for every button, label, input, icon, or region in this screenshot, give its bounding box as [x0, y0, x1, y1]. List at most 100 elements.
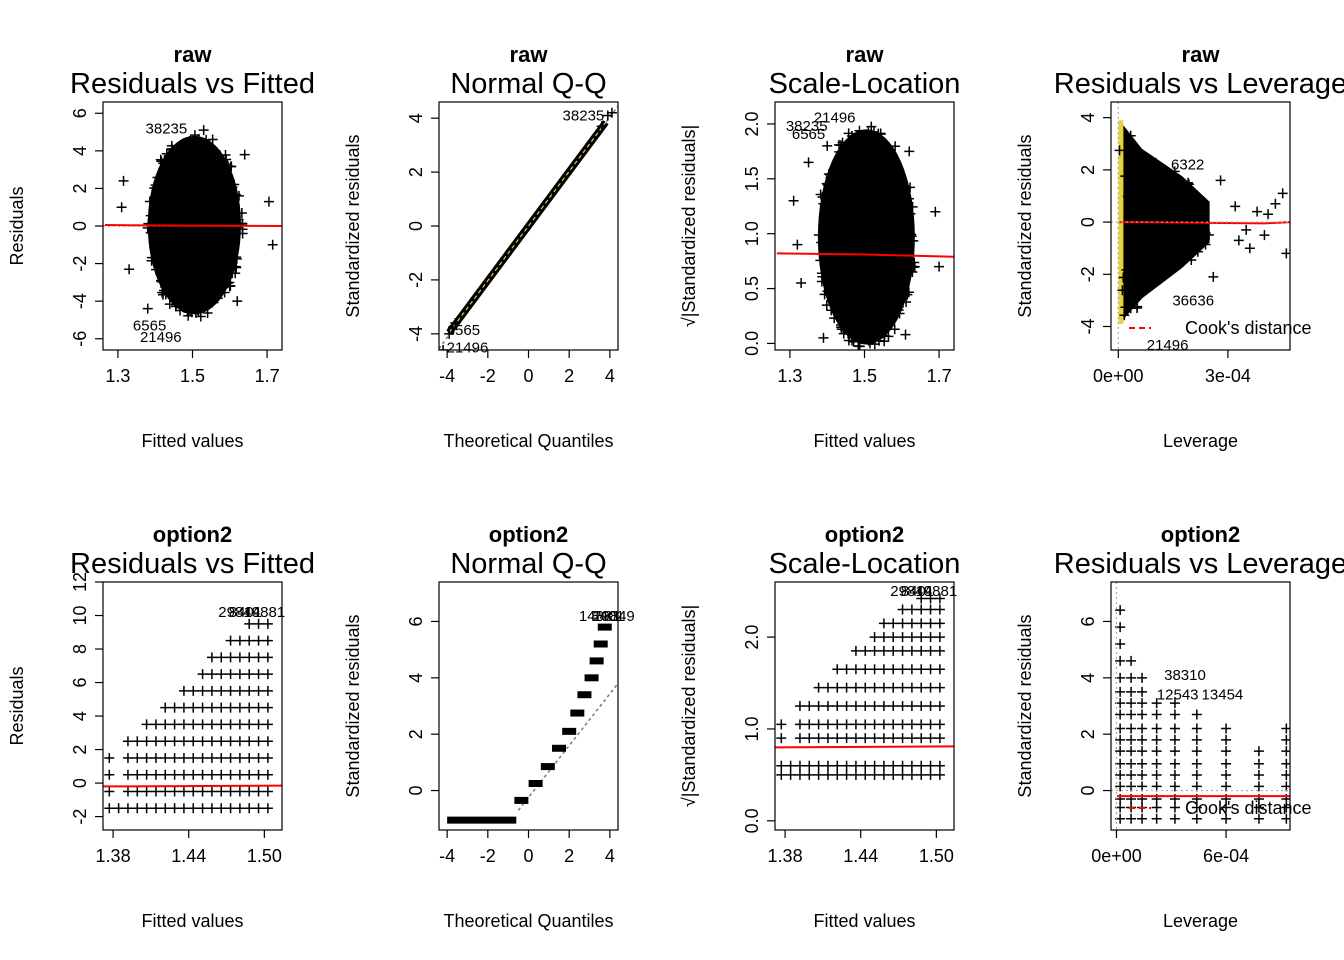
cloud-edge-point	[1178, 233, 1189, 244]
y-tick-label: -2	[1078, 266, 1098, 282]
plot-title: Residuals vs Fitted	[70, 548, 315, 580]
outlier-point	[198, 125, 209, 136]
grid-point	[813, 701, 824, 711]
grid-point	[850, 769, 861, 780]
grid-point	[253, 769, 264, 780]
grid-point	[104, 786, 115, 797]
cloud-edge-point	[1188, 194, 1199, 205]
point-cloud	[817, 129, 915, 345]
leverage-point	[1151, 758, 1162, 769]
grid-point	[925, 593, 936, 604]
point-label: 13454	[1202, 687, 1244, 704]
plot-frame	[1110, 101, 1291, 351]
cloud-edge-point	[907, 201, 918, 212]
grid-point	[262, 669, 273, 680]
grid-point	[776, 719, 787, 730]
leverage-point	[1126, 770, 1137, 781]
grid-point	[216, 719, 227, 730]
cloud-edge-point	[1183, 177, 1194, 188]
cloud-edge-point	[157, 287, 168, 298]
cloud-edge-point	[162, 286, 173, 297]
grid-point	[104, 769, 115, 780]
point-label: 21496	[447, 339, 489, 356]
y-axis-label: Standardized residuals	[1015, 134, 1035, 317]
leverage-point	[1126, 672, 1137, 683]
x-axis-label: Fitted values	[141, 911, 243, 931]
x-tick-label: 0e+00	[1093, 366, 1144, 386]
grid-point	[934, 769, 945, 780]
cloud-edge-point	[226, 161, 237, 172]
grid-point	[141, 752, 152, 763]
legend-label: Cook's distance	[1185, 318, 1312, 338]
y-tick-label: 1.0	[742, 716, 762, 741]
leverage-point	[1151, 781, 1162, 792]
x-tick-label: 1.3	[777, 366, 802, 386]
grid-point	[869, 645, 880, 656]
grid-point	[925, 701, 936, 711]
grid-point	[178, 752, 189, 763]
point-label: 21496	[140, 329, 182, 346]
grid-point	[253, 719, 264, 730]
cloud-edge-point	[846, 335, 857, 346]
leverage-point	[1191, 813, 1202, 824]
grid-point	[188, 736, 199, 747]
y-tick-label: 0	[70, 221, 90, 231]
cloud-edge-point	[1117, 285, 1128, 296]
cloud-edge-point	[214, 151, 225, 162]
grid-point	[262, 769, 273, 780]
y-tick-label: 2	[1078, 729, 1098, 739]
grid-point	[253, 702, 264, 713]
leverage-point	[1115, 746, 1126, 757]
cloud-edge-point	[1178, 207, 1189, 218]
grid-point	[934, 682, 945, 693]
grid-point	[916, 769, 927, 780]
grid-point	[869, 719, 880, 730]
grid-point	[234, 685, 245, 696]
grid-point	[878, 733, 889, 744]
grid-point	[822, 719, 833, 730]
leverage-point	[1253, 770, 1264, 781]
leverage-point	[1191, 770, 1202, 781]
leverage-point	[1169, 770, 1180, 781]
leverage-point	[1221, 723, 1232, 734]
cloud-edge-point	[1132, 191, 1143, 202]
y-tick-label: 0	[406, 786, 426, 796]
cloud-edge-point	[1204, 230, 1215, 241]
grid-point	[776, 769, 787, 780]
grid-point	[850, 664, 861, 675]
grid-point	[206, 669, 217, 680]
cloud-edge-point	[1119, 310, 1130, 321]
leverage-point	[1169, 709, 1180, 720]
grid-point	[253, 736, 264, 747]
cloud-edge-point	[908, 262, 919, 273]
grid-point	[878, 618, 889, 629]
grid-point	[197, 685, 208, 696]
grid-point	[225, 803, 236, 814]
leverage-point	[1151, 813, 1162, 824]
cloud-edge-point	[1157, 253, 1168, 264]
grid-point	[934, 664, 945, 675]
cloud-edge-point	[1127, 250, 1138, 261]
leverage-point	[1137, 770, 1148, 781]
grid-point	[104, 803, 115, 814]
grid-point	[141, 719, 152, 730]
grid-point	[132, 803, 143, 814]
x-tick-label: 4	[605, 366, 615, 386]
cloud-edge-point	[879, 326, 890, 337]
x-axis-label: Fitted values	[141, 431, 243, 451]
grid-point	[216, 736, 227, 747]
x-tick-label: 1.38	[768, 846, 803, 866]
cloud-edge-point	[1166, 181, 1177, 192]
outlier-point	[1277, 188, 1288, 199]
grid-point	[234, 702, 245, 713]
grid-point	[244, 719, 255, 730]
grid-point	[244, 803, 255, 814]
y-axis-label: √|Standardized residuals|	[679, 605, 699, 807]
grid-point	[216, 803, 227, 814]
cloud-edge-point	[1155, 244, 1166, 255]
grid-point	[262, 652, 273, 663]
grid-point	[897, 769, 908, 780]
